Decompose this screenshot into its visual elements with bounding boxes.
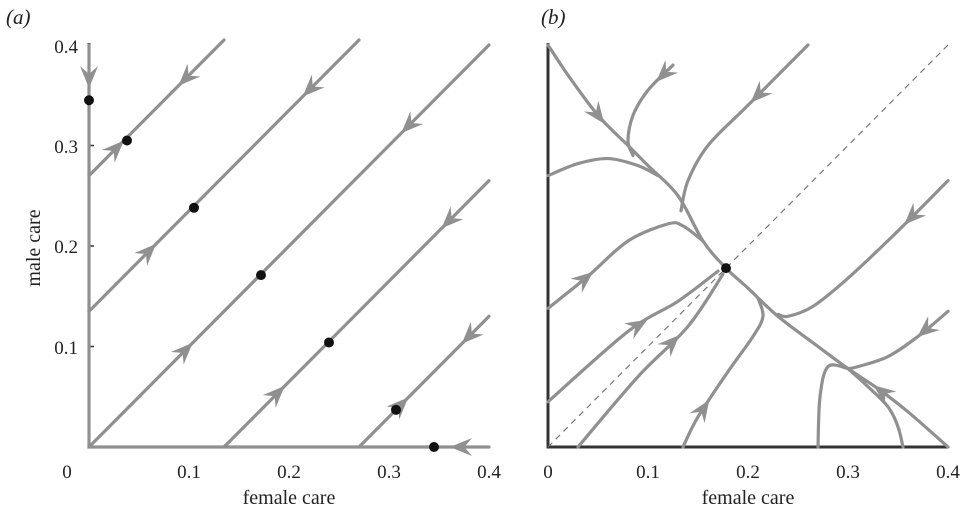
panel-a-arrow-3-1	[170, 342, 193, 365]
panel-b-trajectory-10	[846, 367, 905, 449]
panel-a-ytick-0.4: 0.4	[54, 37, 78, 58]
panel-b-xtick-0.3: 0.3	[836, 462, 860, 483]
panel-b-trajectory-12	[576, 272, 725, 449]
panel-b-trajectory-8	[816, 363, 850, 449]
panel-a-ytick-0.2: 0.2	[54, 237, 78, 258]
panel-b-xtick-0: 0	[543, 462, 553, 483]
panel-b-arrow-12-1	[657, 334, 680, 357]
panel-b-xtick-0.4: 0.4	[936, 462, 960, 483]
panel-b-xlabel: female care	[702, 487, 795, 509]
panel-b-xtick-0.2: 0.2	[736, 462, 760, 483]
panel-a-xtick-0.2: 0.2	[277, 462, 301, 483]
panel-b-arrow-4-1	[750, 80, 773, 103]
panel-a-arrow-1-1	[101, 140, 124, 163]
panel-a-arrow-7-1	[450, 438, 472, 456]
panel-b-arrow-11-1	[623, 319, 648, 339]
panel-a-xtick-0.1: 0.1	[177, 462, 201, 483]
panel-a-plot-area	[80, 38, 491, 456]
panel-a-trajectory-2	[87, 38, 361, 313]
panel-b-trajectory-5	[546, 221, 705, 310]
panel-b-trajectory-4	[679, 43, 810, 213]
panel-a-trajectory-3	[87, 43, 491, 449]
panel-a-equilibrium-1	[84, 95, 94, 106]
panel-a: (a) 0.4 0.3 0.2 0.1 0 0.1 0.2 0.3 0.4 fe…	[6, 5, 501, 509]
panel-a-label: (a)	[6, 5, 31, 29]
panel-a-equilibrium-3	[189, 202, 199, 213]
panel-b-arrow-6-1	[904, 202, 927, 225]
panel-b-arrow-5-1	[570, 271, 594, 293]
panel-b-arrow-7-1	[917, 316, 940, 338]
panel-a-ytick-0.1: 0.1	[54, 338, 78, 359]
panel-b: (b) 0 0.1 0.2 0.3 0.4 female care	[541, 5, 960, 509]
panel-a-arrow-2-1	[134, 243, 157, 266]
panel-b-plot-area	[546, 43, 950, 449]
panel-a-equilibrium-6	[391, 404, 401, 415]
panel-a-ytick-0.3: 0.3	[54, 137, 78, 158]
panel-a-arrow-2-2	[302, 74, 325, 97]
panel-b-arrow-1-2	[873, 385, 897, 406]
panel-a-equilibrium-7	[429, 442, 439, 452]
panel-a-arrow-3-2	[401, 111, 424, 134]
panel-b-equilibrium-1	[721, 263, 731, 274]
panel-a-xtick-0.4: 0.4	[477, 462, 501, 483]
panel-b-label: (b)	[541, 5, 566, 29]
panel-a-ylabel: male care	[23, 209, 45, 286]
panel-a-arrow-4-1	[262, 385, 285, 408]
panel-b-arrow-3-1	[656, 59, 679, 82]
panel-a-equilibrium-4	[256, 270, 266, 281]
panel-a-arrow-5-1	[386, 397, 409, 420]
panel-a-equilibrium-5	[324, 337, 334, 348]
panel-a-arrow-5-2	[461, 321, 484, 344]
panel-b-trajectory-2	[546, 156, 660, 178]
panel-a-arrow-4-2	[441, 206, 464, 229]
panel-b-xtick-0.1: 0.1	[636, 462, 660, 483]
panel-b-trajectory-9	[681, 296, 765, 449]
panel-a-arrow-1-2	[178, 63, 201, 86]
panel-a-trajectory-1	[87, 38, 226, 178]
panel-b-arrow-9-1	[689, 399, 710, 424]
panel-b-trajectory-7	[846, 309, 950, 371]
panel-a-origin-label: 0	[62, 462, 72, 483]
panel-a-xlabel: female care	[243, 487, 336, 509]
panel-b-trajectory-11	[546, 269, 720, 404]
panel-b-trajectory-6	[776, 179, 950, 319]
panel-b-trajectory-3	[626, 63, 675, 158]
panel-a-arrow-6-1	[80, 66, 98, 89]
panel-b-arrow-1-1	[583, 100, 605, 124]
panel-a-equilibrium-2	[122, 135, 132, 146]
panel-a-xtick-0.3: 0.3	[377, 462, 401, 483]
